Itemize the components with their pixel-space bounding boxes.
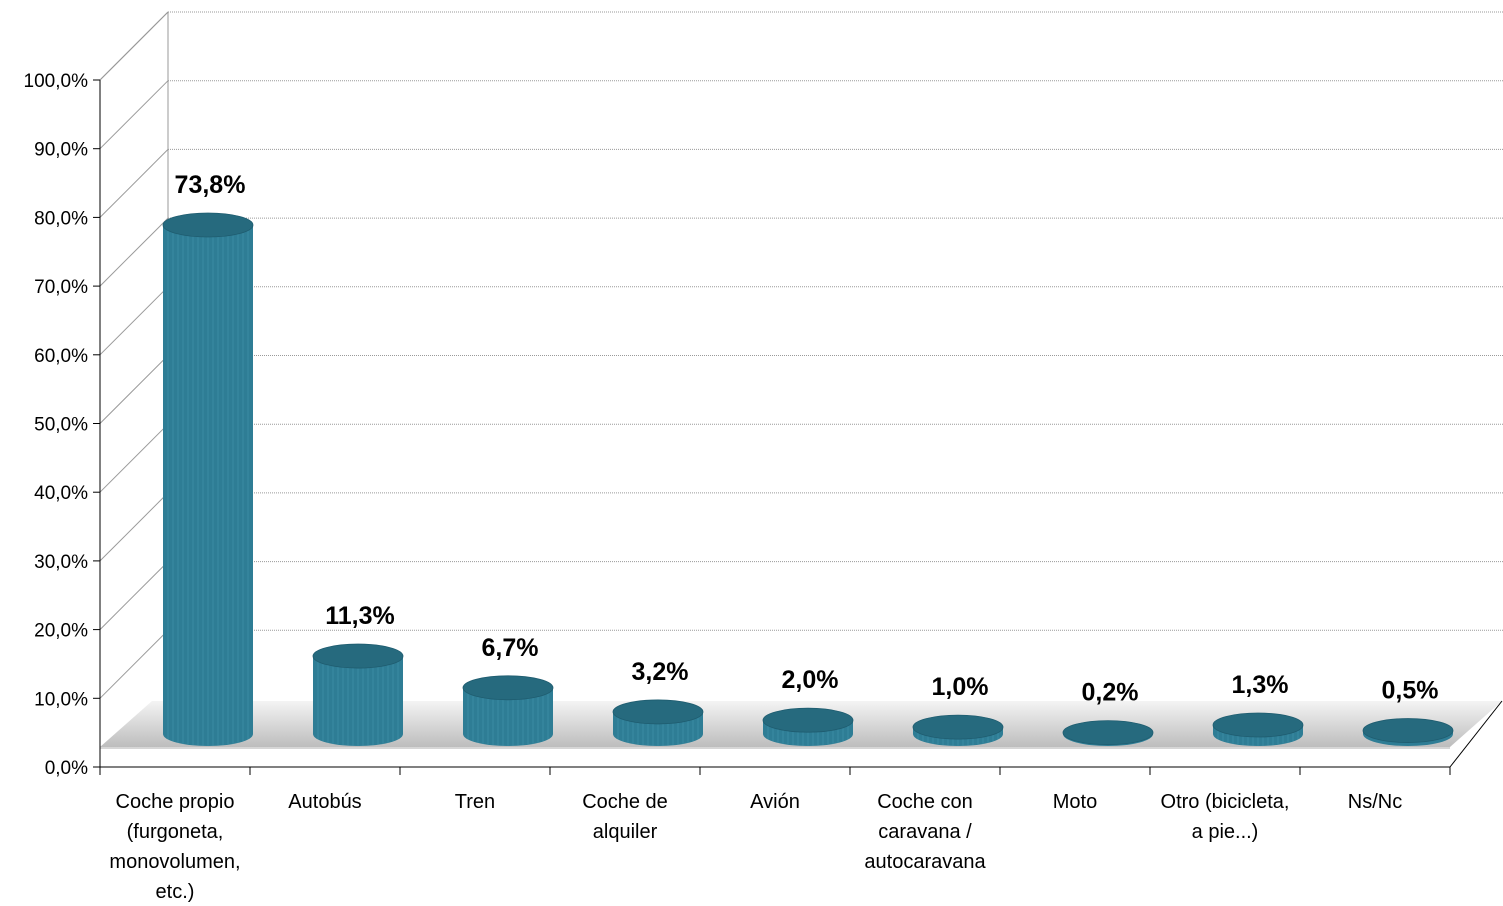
data-label: 1,0% bbox=[932, 673, 989, 701]
y-tick-label: 60,0% bbox=[34, 346, 88, 367]
category-label: Avión bbox=[750, 791, 800, 813]
y-tick-label: 50,0% bbox=[34, 415, 88, 436]
bar-top bbox=[312, 643, 404, 669]
bar-top bbox=[762, 707, 854, 733]
bar bbox=[762, 707, 854, 746]
gridline-side bbox=[99, 149, 169, 218]
data-label: 2,0% bbox=[782, 666, 839, 694]
gridline-side bbox=[99, 629, 169, 699]
bar bbox=[1362, 718, 1454, 746]
category-label: monovolumen, bbox=[109, 851, 240, 873]
data-label: 6,7% bbox=[482, 634, 539, 662]
category-label: alquiler bbox=[593, 821, 658, 843]
gridline-side bbox=[99, 217, 169, 287]
gridline-side bbox=[99, 561, 169, 630]
x-category-labels: Coche propio (furgoneta, monovolumen, etc.)… bbox=[109, 791, 1402, 903]
y-tick-label: 10,0% bbox=[34, 689, 88, 710]
bar-top bbox=[1362, 718, 1454, 743]
y-tick-label: 0,0% bbox=[45, 758, 88, 779]
category-label: Autobús bbox=[288, 791, 361, 813]
bar-top bbox=[612, 699, 704, 725]
gridlines bbox=[99, 11, 1503, 699]
category-label: etc.) bbox=[156, 881, 195, 903]
category-label: Tren bbox=[455, 791, 495, 813]
bar bbox=[912, 714, 1004, 746]
y-tick-label: 20,0% bbox=[34, 621, 88, 642]
y-tick-label: 70,0% bbox=[34, 277, 88, 298]
category-label: (furgoneta, bbox=[127, 821, 224, 843]
bar-top bbox=[162, 212, 254, 238]
gridline-side bbox=[99, 11, 169, 81]
bar bbox=[162, 212, 254, 746]
data-label: 11,3% bbox=[325, 602, 395, 630]
bar bbox=[612, 699, 704, 746]
bar bbox=[312, 643, 404, 746]
category-label: Moto bbox=[1053, 791, 1097, 813]
category-label: Coche de bbox=[582, 791, 668, 813]
floor-edge bbox=[100, 747, 1450, 749]
data-label: 73,8% bbox=[175, 171, 246, 199]
data-label: 0,2% bbox=[1082, 679, 1139, 707]
bar bbox=[1062, 720, 1154, 746]
y-tick-label: 100,0% bbox=[24, 71, 89, 92]
y-tick-label: 80,0% bbox=[34, 208, 88, 229]
data-label: 0,5% bbox=[1382, 677, 1439, 705]
gridline-side bbox=[99, 492, 169, 562]
category-label: autocaravana bbox=[864, 851, 986, 873]
y-tick-labels: 0,0% 10,0% 20,0% 30,0% 40,0% 50,0% 60,0% 70,0% 8… bbox=[24, 71, 89, 779]
bar-top bbox=[912, 714, 1004, 740]
gridline-side bbox=[99, 423, 169, 493]
gridline-side bbox=[99, 355, 169, 424]
category-label: Coche con bbox=[877, 791, 973, 813]
y-tick-label: 30,0% bbox=[34, 552, 88, 573]
y-tick-label: 90,0% bbox=[34, 140, 88, 161]
bar-top bbox=[1212, 712, 1304, 738]
bar-top bbox=[1062, 720, 1154, 746]
category-label: Ns/Nc bbox=[1348, 791, 1402, 813]
axes bbox=[93, 79, 1503, 775]
gridline-side bbox=[99, 286, 169, 356]
category-label: Coche propio bbox=[116, 791, 235, 813]
gridline-side bbox=[99, 80, 169, 150]
category-label: caravana / bbox=[878, 821, 972, 843]
x-axis-depth bbox=[1449, 700, 1503, 768]
data-label: 1,3% bbox=[1232, 671, 1289, 699]
y-tick-label: 40,0% bbox=[34, 483, 88, 504]
category-label: a pie...) bbox=[1192, 821, 1259, 843]
bars bbox=[162, 212, 1454, 746]
category-label: Otro (bicicleta, bbox=[1161, 791, 1290, 813]
bar bbox=[462, 675, 554, 746]
bar bbox=[1212, 712, 1304, 746]
data-label: 3,2% bbox=[632, 658, 689, 686]
bar-top bbox=[462, 675, 554, 701]
data-labels: 73,8% 11,3% 6,7% 3,2% 2,0% 1,0% 0,2% 1,3% 0,5% bbox=[175, 171, 1439, 707]
